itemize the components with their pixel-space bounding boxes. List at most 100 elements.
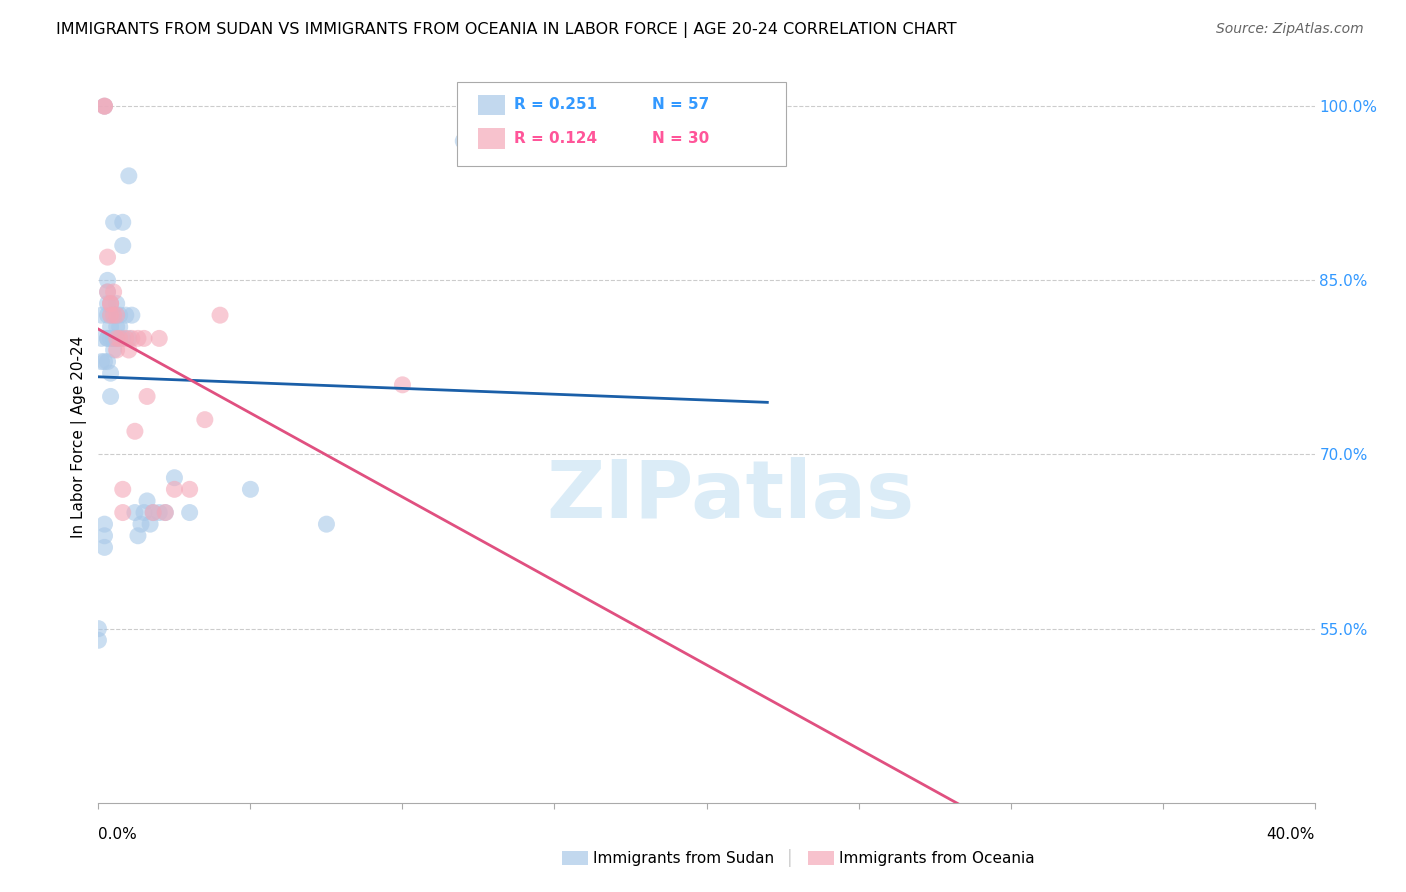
Point (90, 308, 112, 322)
Text: N = 57: N = 57 (652, 97, 709, 112)
Point (209, 308, 232, 322)
Point (93, 529, 115, 543)
Point (96, 331, 118, 345)
Point (132, 331, 155, 345)
Point (100, 296, 122, 310)
Point (239, 483, 262, 497)
Text: 40.0%: 40.0% (1267, 827, 1315, 841)
Point (93, 517, 115, 532)
Point (103, 331, 125, 345)
Point (105, 331, 128, 345)
Point (108, 319, 131, 334)
Point (103, 308, 125, 322)
Point (96, 250, 118, 264)
Point (105, 308, 128, 322)
Point (118, 343, 141, 357)
Point (111, 506, 134, 520)
Point (453, 134, 475, 148)
Point (96, 273, 118, 287)
Point (111, 331, 134, 345)
Point (87, 622, 110, 636)
Point (179, 483, 201, 497)
Text: IMMIGRANTS FROM SUDAN VS IMMIGRANTS FROM OCEANIA IN LABOR FORCE | AGE 20-24 CORR: IMMIGRANTS FROM SUDAN VS IMMIGRANTS FROM… (56, 22, 957, 38)
Point (100, 296, 122, 310)
Point (142, 506, 165, 520)
Point (87, 633, 110, 648)
Point (155, 506, 177, 520)
Point (108, 308, 131, 322)
Point (111, 238, 134, 252)
Point (90, 331, 112, 345)
Bar (478, 95, 505, 115)
Point (121, 308, 143, 322)
Point (111, 215, 134, 229)
Point (105, 343, 128, 357)
Point (100, 319, 122, 334)
Text: R = 0.251: R = 0.251 (515, 97, 598, 112)
Point (148, 506, 170, 520)
Point (100, 389, 122, 403)
Point (194, 412, 217, 426)
Point (105, 331, 128, 345)
Text: ZIPatlas: ZIPatlas (547, 457, 915, 534)
Point (100, 366, 122, 380)
Point (124, 506, 146, 520)
Point (105, 319, 128, 334)
Bar (478, 128, 505, 149)
Text: R = 0.124: R = 0.124 (515, 131, 598, 146)
Text: Immigrants from Sudan: Immigrants from Sudan (593, 851, 775, 865)
Point (103, 308, 125, 322)
Point (315, 517, 337, 532)
Point (136, 494, 159, 508)
Point (129, 517, 152, 532)
Point (103, 285, 125, 299)
Point (100, 308, 122, 322)
Point (108, 331, 131, 345)
Point (114, 308, 136, 322)
Point (96, 285, 118, 299)
Point (111, 483, 134, 497)
Text: N = 30: N = 30 (652, 131, 709, 146)
Point (96, 285, 118, 299)
Point (93, 541, 115, 555)
Point (96, 331, 118, 345)
Point (127, 331, 149, 345)
Point (105, 296, 128, 310)
Point (108, 331, 131, 345)
Point (136, 389, 159, 403)
Point (103, 331, 125, 345)
Point (124, 424, 146, 438)
Point (163, 483, 186, 497)
Point (96, 354, 118, 368)
Point (132, 506, 155, 520)
Point (391, 377, 413, 392)
Point (121, 331, 143, 345)
Point (100, 331, 122, 345)
Point (148, 331, 170, 345)
Point (90, 354, 112, 368)
Point (100, 296, 122, 310)
Point (155, 506, 177, 520)
Point (100, 308, 122, 322)
Point (103, 343, 125, 357)
Point (96, 296, 118, 310)
Text: Immigrants from Oceania: Immigrants from Oceania (839, 851, 1035, 865)
Point (93, 354, 115, 368)
Point (93, 99, 115, 113)
Point (105, 308, 128, 322)
Text: 0.0%: 0.0% (98, 827, 138, 841)
Point (96, 308, 118, 322)
Point (118, 169, 141, 183)
Point (118, 331, 141, 345)
Point (163, 471, 186, 485)
Point (114, 331, 136, 345)
Point (139, 517, 162, 532)
Point (103, 215, 125, 229)
Point (93, 99, 115, 113)
Point (93, 99, 115, 113)
Text: |: | (787, 849, 793, 867)
Point (127, 529, 149, 543)
Y-axis label: In Labor Force | Age 20-24: In Labor Force | Age 20-24 (72, 336, 87, 538)
Text: Source: ZipAtlas.com: Source: ZipAtlas.com (1216, 22, 1364, 37)
FancyBboxPatch shape (457, 82, 786, 167)
